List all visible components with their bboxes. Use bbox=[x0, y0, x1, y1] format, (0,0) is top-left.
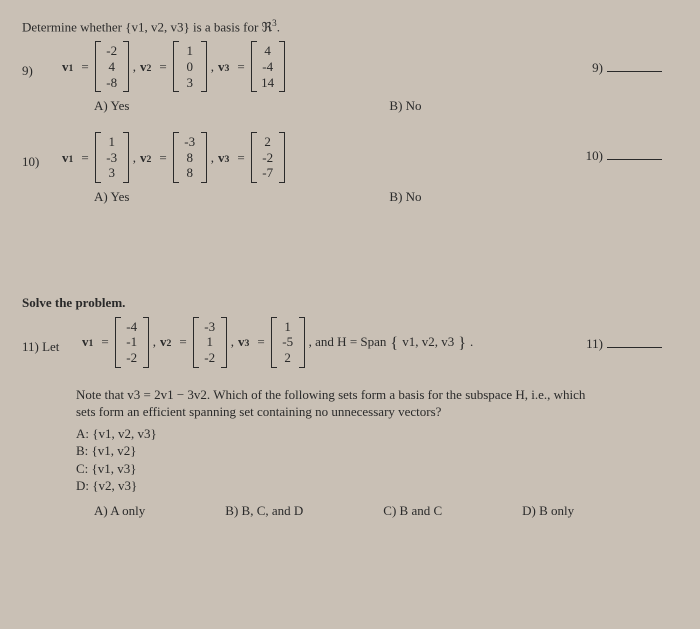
v2-label: v2 bbox=[140, 59, 153, 75]
heading-text: Determine whether {v1, v2, v3} is a basi… bbox=[22, 19, 272, 34]
q11-note: Note that v3 = 2v1 − 3v2. Which of the f… bbox=[76, 386, 682, 421]
worksheet-page: Determine whether {v1, v2, v3} is a basi… bbox=[0, 0, 700, 629]
eq: = bbox=[79, 59, 90, 75]
q11-set-options: A: {v1, v2, v3} B: {v1, v2} C: {v1, v3} … bbox=[76, 425, 682, 495]
q9-choices: A) Yes B) No bbox=[94, 98, 682, 114]
q9-option-a[interactable]: A) Yes bbox=[94, 98, 129, 114]
q10-choices: A) Yes B) No bbox=[94, 189, 682, 205]
q9-blank-line bbox=[607, 71, 662, 72]
q9-v2-matrix: 103 bbox=[173, 41, 207, 92]
q9-row: 9) v1 = -24-8 , v2 = 103 , v3 = 4-4 bbox=[22, 41, 682, 92]
q11-choice-a[interactable]: A) A only bbox=[94, 503, 145, 519]
q11-note-line1: Note that v3 = 2v1 − 3v2. Which of the f… bbox=[76, 386, 682, 404]
q9-blank-label: 9) bbox=[592, 60, 603, 75]
q9-answer-blank[interactable]: 9) bbox=[592, 60, 662, 76]
v3-label: v3 bbox=[238, 334, 251, 350]
q10-v3-matrix: 2-2-7 bbox=[251, 132, 285, 183]
q10-v1-matrix: 1-33 bbox=[95, 132, 129, 183]
q11-v2-matrix: -31-2 bbox=[193, 317, 227, 368]
q9-number: 9) bbox=[22, 41, 62, 79]
v2-label: v2 bbox=[140, 150, 153, 166]
q11-note-line2: sets form an efficient spanning set cont… bbox=[76, 403, 682, 421]
q11-answer-blank[interactable]: 11) bbox=[586, 336, 662, 352]
q9-v1-matrix: -24-8 bbox=[95, 41, 129, 92]
q11-v1-matrix: -4-1-2 bbox=[115, 317, 149, 368]
heading-period: . bbox=[277, 19, 280, 34]
q11-set-a: A: {v1, v2, v3} bbox=[76, 425, 682, 443]
v3-label: v3 bbox=[218, 59, 231, 75]
q11-choice-c[interactable]: C) B and C bbox=[383, 503, 442, 519]
q10-vectors: v1 = 1-33 , v2 = -388 , v3 = 2-2-7 bbox=[62, 132, 285, 183]
q11-set-d: D: {v2, v3} bbox=[76, 477, 682, 495]
q10-blank-line bbox=[607, 159, 662, 160]
q11-set-c: C: {v1, v3} bbox=[76, 460, 682, 478]
q10-v2-matrix: -388 bbox=[173, 132, 207, 183]
q11-number: 11) Let bbox=[22, 317, 82, 355]
q11-period: . bbox=[470, 334, 473, 350]
q9-option-b[interactable]: B) No bbox=[389, 98, 421, 114]
brace-right: } bbox=[458, 334, 466, 353]
q11-choice-b[interactable]: B) B, C, and D bbox=[225, 503, 303, 519]
q9-vectors: v1 = -24-8 , v2 = 103 , v3 = 4-414 bbox=[62, 41, 285, 92]
q11-row: 11) Let v1 = -4-1-2 , v2 = -31-2 , v3 = bbox=[22, 317, 682, 368]
q10-option-a[interactable]: A) Yes bbox=[94, 189, 129, 205]
v2-label: v2 bbox=[160, 334, 173, 350]
q10-answer-blank[interactable]: 10) bbox=[586, 148, 662, 164]
q10-option-b[interactable]: B) No bbox=[389, 189, 421, 205]
v1-label: v1 bbox=[62, 150, 75, 166]
v1-label: v1 bbox=[82, 334, 95, 350]
q11-blank-line bbox=[607, 347, 662, 348]
q11-vectors: v1 = -4-1-2 , v2 = -31-2 , v3 = 1-52 bbox=[82, 317, 473, 368]
q10-number: 10) bbox=[22, 132, 62, 170]
solve-heading: Solve the problem. bbox=[22, 295, 682, 311]
brace-left: { bbox=[390, 334, 398, 353]
q11-span-set: v1, v2, v3 bbox=[402, 334, 454, 350]
q11-tail: , and H = Span bbox=[309, 334, 387, 350]
q11-choice-d[interactable]: D) B only bbox=[522, 503, 574, 519]
q11-choices: A) A only B) B, C, and D C) B and C D) B… bbox=[94, 503, 682, 519]
q10-blank-label: 10) bbox=[586, 148, 603, 163]
section-heading: Determine whether {v1, v2, v3} is a basi… bbox=[22, 18, 682, 35]
q11-v3-matrix: 1-52 bbox=[271, 317, 305, 368]
q9-v3-matrix: 4-414 bbox=[251, 41, 285, 92]
q11-blank-label: 11) bbox=[586, 336, 603, 351]
v1-label: v1 bbox=[62, 59, 75, 75]
q10-row: 10) v1 = 1-33 , v2 = -388 , v3 = 2- bbox=[22, 132, 682, 183]
v3-label: v3 bbox=[218, 150, 231, 166]
q11-set-b: B: {v1, v2} bbox=[76, 442, 682, 460]
